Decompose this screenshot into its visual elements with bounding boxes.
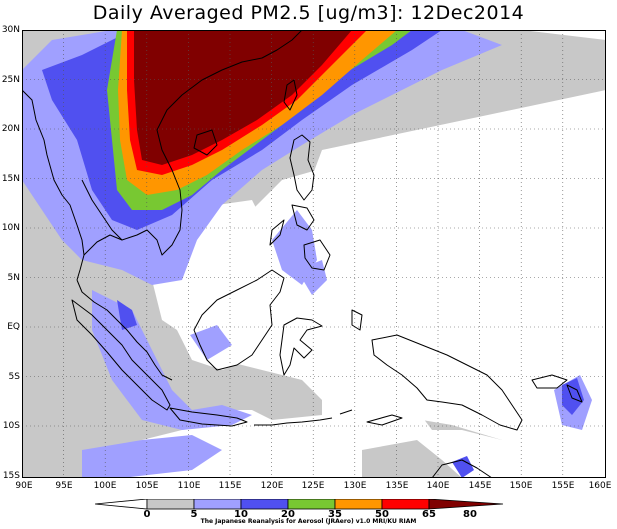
map-panel [22,30,606,478]
lat-label: 25N [1,75,20,85]
credit-line: The Japanese Reanalysis for Aerosol (JRA… [200,518,417,525]
field-10-20-borneo-s [190,325,232,360]
lon-label: 130E [343,481,367,491]
colorbar-swatch-35-50 [287,499,336,510]
lon-label: 140E [426,481,450,491]
coastline-lesser-sunda [254,409,353,426]
colorbar-swatch-20-35 [240,499,289,510]
pm25-map [22,30,606,478]
coastline-borneo [193,269,285,371]
field-10-20-south [82,435,222,478]
lat-label: 5N [7,273,20,283]
coastline-hainan [193,129,218,156]
colorbar-swatch-65-80 [381,499,430,510]
lon-label: 145E [468,481,492,491]
lon-label: 135E [385,481,409,491]
colorbar-label: 20 [281,509,295,520]
field-clean-northeast [282,90,606,478]
coastline-mindanao [303,239,331,271]
lat-label: 10N [1,223,20,233]
colorbar-swatch-50-65 [334,499,383,510]
colorbar-swatch-10-20 [193,499,242,510]
lat-label: 20N [1,124,20,134]
coastline-palawan [269,219,285,246]
coastline-luzon [289,134,315,201]
lon-label: 160E [588,481,612,491]
colorbar-label: 10 [234,509,248,520]
coastline-australia [431,459,493,478]
lon-label: 90E [15,481,33,491]
lon-label: 150E [509,481,533,491]
coastline-sulawesi [279,317,323,376]
field-80-plus [134,30,352,165]
lon-label: 105E [135,481,159,491]
colorbar-arrow-right [428,499,504,510]
lon-label: 110E [177,481,201,491]
lat-label: EQ [7,322,20,332]
concentration-fields [22,30,606,478]
coastline-gulf-thailand [83,234,123,256]
colorbar-arrow-left [95,499,148,510]
colorbar-swatch-5-10 [146,499,195,510]
coastlines [22,30,583,478]
lat-label: 5S [8,372,20,382]
coastline-taiwan [283,79,298,111]
lon-label: 125E [301,481,325,491]
lon-label: 155E [551,481,575,491]
coastline-timor [366,414,403,426]
lat-label: 30N [1,25,20,35]
lat-label: 15S [2,471,20,481]
colorbar [95,499,504,510]
coastline-visayas [291,204,315,231]
colorbar-label: 5 [190,509,198,520]
colorbar-label: 65 [422,509,436,520]
colorbar-label: 35 [328,509,342,520]
lon-label: 115E [218,481,242,491]
coastline-java [169,407,248,427]
field-5-10-s [362,440,462,478]
coastline-new-guinea [371,334,523,431]
colorbar-label: 0 [143,509,151,520]
map-title: Daily Averaged PM2.5 [ug/m3]: 12Dec2014 [92,2,525,24]
coastline-new-britain [531,374,568,389]
lat-label: 10S [2,421,20,431]
coastline-halmahera [351,309,363,331]
grid-lines [22,30,606,478]
field-10-20-phil [272,210,317,285]
lon-label: 120E [260,481,284,491]
field-20-35-malay [117,300,137,330]
coastline-sumatra [71,299,171,411]
lat-label: 15N [1,174,20,184]
colorbar-label: 80 [463,509,477,520]
coastline-solomons [566,384,583,403]
lon-label: 95E [55,481,73,491]
colorbar-label: 50 [375,509,389,520]
lon-label: 100E [93,481,117,491]
